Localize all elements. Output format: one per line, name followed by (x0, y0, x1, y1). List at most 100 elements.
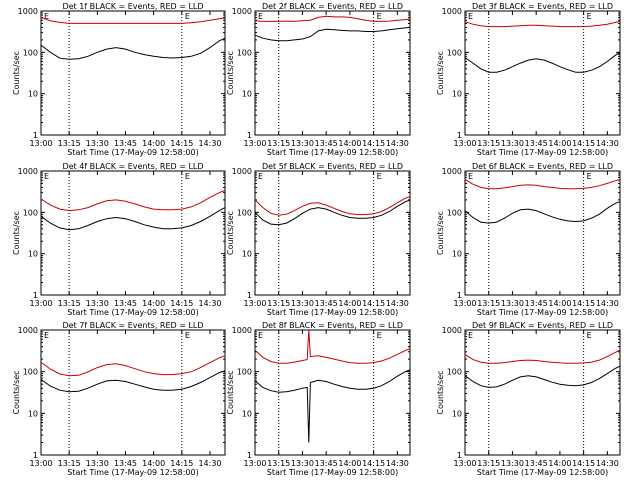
x-tick-label: 13:00 (29, 299, 52, 308)
x-tick-label: 14:30 (386, 139, 409, 148)
x-tick-label: 14:15 (170, 139, 193, 148)
chart-title: Det 7f BLACK = Events, RED = LLD (62, 321, 203, 330)
x-tick-label: 14:30 (596, 139, 619, 148)
x-tick-label: 14:30 (198, 299, 221, 308)
series-lld-line (464, 179, 621, 190)
x-tick-label: 13:45 (315, 459, 338, 468)
event-marker-label: E (258, 12, 263, 21)
x-tick-label: 14:15 (572, 299, 595, 308)
x-tick-label: 13:45 (315, 299, 338, 308)
x-axis-label: Start Time (17-May-09 12:58:00) (477, 148, 608, 157)
y-tick-label: 1 (33, 291, 38, 300)
y-axis-label: Counts/sec (12, 51, 21, 95)
y-tick-label: 1 (457, 451, 462, 460)
x-tick-label: 13:00 (29, 459, 52, 468)
chart-title: Det 4f BLACK = Events, RED = LLD (62, 162, 203, 171)
x-tick-label: 13:15 (267, 459, 290, 468)
x-tick-label: 14:15 (170, 459, 193, 468)
event-marker-label: E (44, 172, 49, 181)
chart-title: Det 8f BLACK = Events, RED = LLD (262, 321, 403, 330)
x-tick-label: 13:15 (58, 299, 81, 308)
x-tick-label: 14:15 (572, 459, 595, 468)
event-marker-label: E (185, 12, 190, 21)
y-axis-label: Counts/sec (226, 51, 235, 95)
series-lld-line (254, 196, 411, 216)
series-events-line (40, 37, 226, 60)
series-events-line (40, 370, 226, 393)
chart-panel-9: Det 9f BLACK = Events, RED = LLD 1 10 100 10… (436, 321, 621, 477)
plot-frame (40, 170, 226, 296)
x-axis-label: Start Time (17-May-09 12:58:00) (477, 308, 608, 317)
plot-frame (254, 170, 411, 296)
x-tick-label: 13:45 (525, 459, 548, 468)
chart-title: Det 2f BLACK = Events, RED = LLD (262, 2, 403, 11)
y-tick-label: 100 (447, 48, 462, 57)
chart-title: Det 3f BLACK = Events, RED = LLD (472, 2, 613, 11)
chart-panel-3: Det 3f BLACK = Events, RED = LLD 1 10 100 10… (436, 2, 621, 157)
y-tick-label: 10 (28, 409, 38, 418)
event-marker-label: E (44, 12, 49, 21)
chart-panel-7: Det 7f BLACK = Events, RED = LLD 1 10 100 10… (12, 321, 226, 477)
x-tick-label: 13:00 (243, 139, 266, 148)
chart-title: Det 5f BLACK = Events, RED = LLD (262, 162, 403, 171)
x-axis-label: Start Time (17-May-09 12:58:00) (477, 468, 608, 477)
series-events-line (464, 201, 621, 224)
y-tick-label: 10 (452, 250, 462, 259)
y-tick-label: 1000 (18, 7, 38, 16)
y-tick-label: 1000 (18, 167, 38, 176)
x-tick-label: 14:15 (572, 139, 595, 148)
x-tick-label: 13:00 (453, 139, 476, 148)
x-tick-label: 14:00 (142, 139, 165, 148)
series-lld-line (464, 349, 621, 364)
event-marker-label: E (587, 172, 592, 181)
x-tick-label: 13:45 (525, 139, 548, 148)
series-events-line (254, 26, 411, 42)
y-tick-label: 1000 (232, 7, 252, 16)
event-marker-label: E (468, 172, 473, 181)
event-marker-label: E (468, 12, 473, 21)
x-tick-label: 13:15 (267, 139, 290, 148)
series-lld-line (40, 189, 226, 212)
y-tick-label: 100 (447, 208, 462, 217)
x-tick-label: 13:15 (477, 299, 500, 308)
series-lld-line (254, 15, 411, 22)
x-tick-label: 14:30 (386, 459, 409, 468)
x-tick-label: 13:30 (86, 139, 109, 148)
y-tick-label: 1000 (232, 326, 252, 335)
event-marker-label: E (587, 12, 592, 21)
x-tick-label: 13:15 (58, 459, 81, 468)
x-tick-label: 14:30 (386, 299, 409, 308)
plot-frame (464, 10, 621, 136)
y-tick-label: 100 (447, 368, 462, 377)
y-tick-label: 100 (237, 208, 252, 217)
chart-panel-5: Det 5f BLACK = Events, RED = LLD 1 10 100 10… (226, 162, 411, 317)
series-events-line (254, 369, 411, 443)
x-tick-label: 13:00 (29, 139, 52, 148)
chart-title: Det 6f BLACK = Events, RED = LLD (472, 162, 613, 171)
y-tick-label: 1000 (442, 326, 462, 335)
series-events-line (464, 51, 621, 73)
y-tick-label: 1 (247, 291, 252, 300)
event-marker-label: E (185, 331, 190, 340)
y-tick-label: 100 (23, 208, 38, 217)
event-marker-label: E (258, 172, 263, 181)
series-events-line (40, 207, 226, 231)
x-tick-label: 13:30 (291, 459, 314, 468)
chart-panel-1: Det 1f BLACK = Events, RED = LLD 1 10 100 10… (12, 2, 226, 157)
event-marker-label: E (377, 12, 382, 21)
x-tick-label: 14:15 (362, 139, 385, 148)
y-tick-label: 1 (247, 131, 252, 140)
x-tick-label: 13:45 (315, 139, 338, 148)
event-marker-label: E (377, 331, 382, 340)
plot-frame (254, 329, 411, 456)
series-events-line (254, 199, 411, 226)
y-tick-label: 10 (242, 409, 252, 418)
x-tick-label: 14:00 (548, 299, 571, 308)
x-tick-label: 13:45 (114, 139, 137, 148)
series-lld-line (254, 329, 411, 364)
x-tick-label: 13:15 (477, 459, 500, 468)
x-tick-label: 13:45 (114, 299, 137, 308)
x-tick-label: 14:00 (338, 299, 361, 308)
y-tick-label: 1 (33, 131, 38, 140)
